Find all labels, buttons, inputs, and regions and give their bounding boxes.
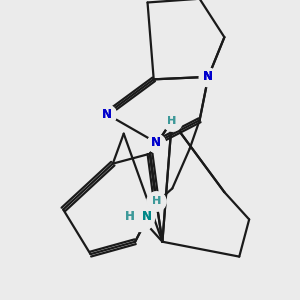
Text: N: N	[203, 70, 213, 83]
Text: N: N	[151, 136, 161, 149]
Text: N: N	[151, 136, 161, 149]
Text: N: N	[102, 107, 112, 121]
Text: H: H	[125, 210, 135, 224]
Text: N: N	[142, 210, 152, 224]
Text: H: H	[167, 116, 176, 126]
Text: N: N	[142, 210, 152, 224]
Text: N: N	[203, 70, 213, 83]
Text: N: N	[203, 70, 213, 83]
Text: H: H	[152, 196, 161, 206]
Text: H: H	[152, 196, 161, 206]
Text: H: H	[167, 116, 176, 126]
Text: H: H	[125, 210, 135, 224]
Text: N: N	[102, 107, 112, 121]
